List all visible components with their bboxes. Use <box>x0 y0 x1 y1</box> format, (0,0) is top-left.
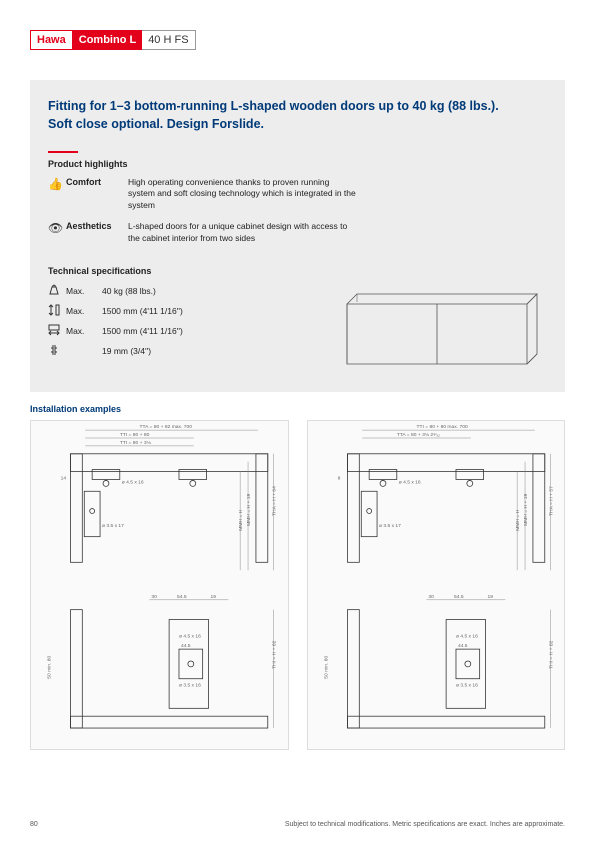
dim-text: TTI = 80 + 80 <box>120 432 150 438</box>
spec-val: 40 kg (88 lbs.) <box>102 286 156 296</box>
highlight-label: Comfort <box>66 177 128 211</box>
spec-row: 19 mm (3/4'') <box>48 344 183 358</box>
weight-icon <box>48 284 66 298</box>
dim-text: MMH = H + 19 <box>523 494 529 526</box>
dim-text: ø 3.5 x 17 <box>102 523 124 529</box>
dim-text: 54.5 <box>177 594 187 600</box>
dim-text: 14 <box>61 476 67 482</box>
highlight-label: Aesthetics <box>66 221 128 244</box>
cabinet-illustration <box>337 284 547 374</box>
thickness-icon <box>48 344 66 358</box>
installation-drawings: TTA = 80 + 82 max. 700 TTI = 80 + 80 TTI… <box>30 420 565 750</box>
highlight-row: 👁 Aesthetics L-shaped doors for a unique… <box>48 221 547 244</box>
dim-text: MMH = H + 19 <box>246 494 252 526</box>
headline-line1: Fitting for 1–3 bottom-running L-shaped … <box>48 99 499 113</box>
spec-row: Max. 1500 mm (4'11 1/16'') <box>48 324 183 338</box>
spec-val: 1500 mm (4'11 1/16'') <box>102 306 183 316</box>
drawing-right: TTI = 80 + 80 max. 700 TTA = 80 + 3⅛ 2⁹⁄… <box>307 420 566 750</box>
dim-text: THI = H + 82 <box>548 641 554 669</box>
summary-panel: Fitting for 1–3 bottom-running L-shaped … <box>30 80 565 392</box>
dim-text: ø 4.5 x 16 <box>398 480 420 486</box>
spec-val: 19 mm (3/4'') <box>102 346 151 356</box>
dim-text: ø 4.5 x 16 <box>122 480 144 486</box>
install-title: Installation examples <box>30 404 565 414</box>
highlight-text: High operating convenience thanks to pro… <box>128 177 358 211</box>
dim-text: TTA = 80 + 82 max. 700 <box>140 424 193 430</box>
dim-text: 19 <box>211 594 217 600</box>
logo-suffix: 40 H FS <box>142 30 195 50</box>
footer-note: Subject to technical modifications. Metr… <box>285 821 565 828</box>
dim-text: MMH = H <box>515 510 521 531</box>
divider-red <box>48 151 78 153</box>
spec-row: Max. 40 kg (88 lbs.) <box>48 284 183 298</box>
dim-text: THA = H + 57 <box>548 486 554 516</box>
width-icon <box>48 324 66 338</box>
dim-text: ø 3.5 x 17 <box>379 523 401 529</box>
specs-table: Max. 40 kg (88 lbs.) Max. 1500 mm (4'11 … <box>48 284 183 364</box>
brand-logo: Hawa Combino L 40 H FS <box>30 30 565 50</box>
dim-text: ø 4.5 x 16 <box>179 634 201 640</box>
dim-text: 50 min. 80 <box>47 656 53 679</box>
highlight-text: L-shaped doors for a unique cabinet desi… <box>128 221 358 244</box>
dim-text: 30 <box>151 594 157 600</box>
spec-max: Max. <box>66 326 102 336</box>
dim-text: 44.5 <box>181 643 191 649</box>
dim-text: THA = H + 64 <box>272 486 278 516</box>
highlights-title: Product highlights <box>48 159 547 169</box>
logo-combino: Combino L <box>73 30 142 50</box>
eye-icon: 👁 <box>48 221 66 244</box>
specs-title: Technical specifications <box>48 266 547 276</box>
page-number: 80 <box>30 821 38 828</box>
dim-text: 8 <box>337 476 340 482</box>
spec-max: Max. <box>66 306 102 316</box>
dim-text: TTA = 80 + 3⅛ 2⁹⁄₃₂ <box>396 432 439 438</box>
dim-text: ø 3.5 x 16 <box>455 683 477 689</box>
spec-max: Max. <box>66 286 102 296</box>
dim-text: TTI = 80 + 80 max. 700 <box>416 424 467 430</box>
dim-text: 50 min. 80 <box>323 656 329 679</box>
logo-hawa: Hawa <box>30 30 73 50</box>
drawing-left: TTA = 80 + 82 max. 700 TTI = 80 + 80 TTI… <box>30 420 289 750</box>
dim-text: MMH = H <box>238 510 244 531</box>
headline-line2: Soft close optional. Design Forslide. <box>48 117 264 131</box>
highlights-list: 👍 Comfort High operating convenience tha… <box>48 177 547 244</box>
dim-text: 19 <box>487 594 493 600</box>
dim-text: ø 3.5 x 16 <box>179 683 201 689</box>
spec-row: Max. 1500 mm (4'11 1/16'') <box>48 304 183 318</box>
highlight-row: 👍 Comfort High operating convenience tha… <box>48 177 547 211</box>
headline: Fitting for 1–3 bottom-running L-shaped … <box>48 98 547 133</box>
spec-val: 1500 mm (4'11 1/16'') <box>102 326 183 336</box>
thumbs-up-icon: 👍 <box>48 177 66 211</box>
dim-text: 44.5 <box>457 643 467 649</box>
dim-text: 30 <box>428 594 434 600</box>
height-icon <box>48 304 66 318</box>
dim-text: 54.5 <box>454 594 464 600</box>
dim-text: ø 4.5 x 16 <box>455 634 477 640</box>
dim-text: THI = H + 82 <box>272 641 278 669</box>
page-footer: 80 Subject to technical modifications. M… <box>30 821 565 828</box>
dim-text: TTI = 80 + 3⅛ <box>120 440 152 446</box>
